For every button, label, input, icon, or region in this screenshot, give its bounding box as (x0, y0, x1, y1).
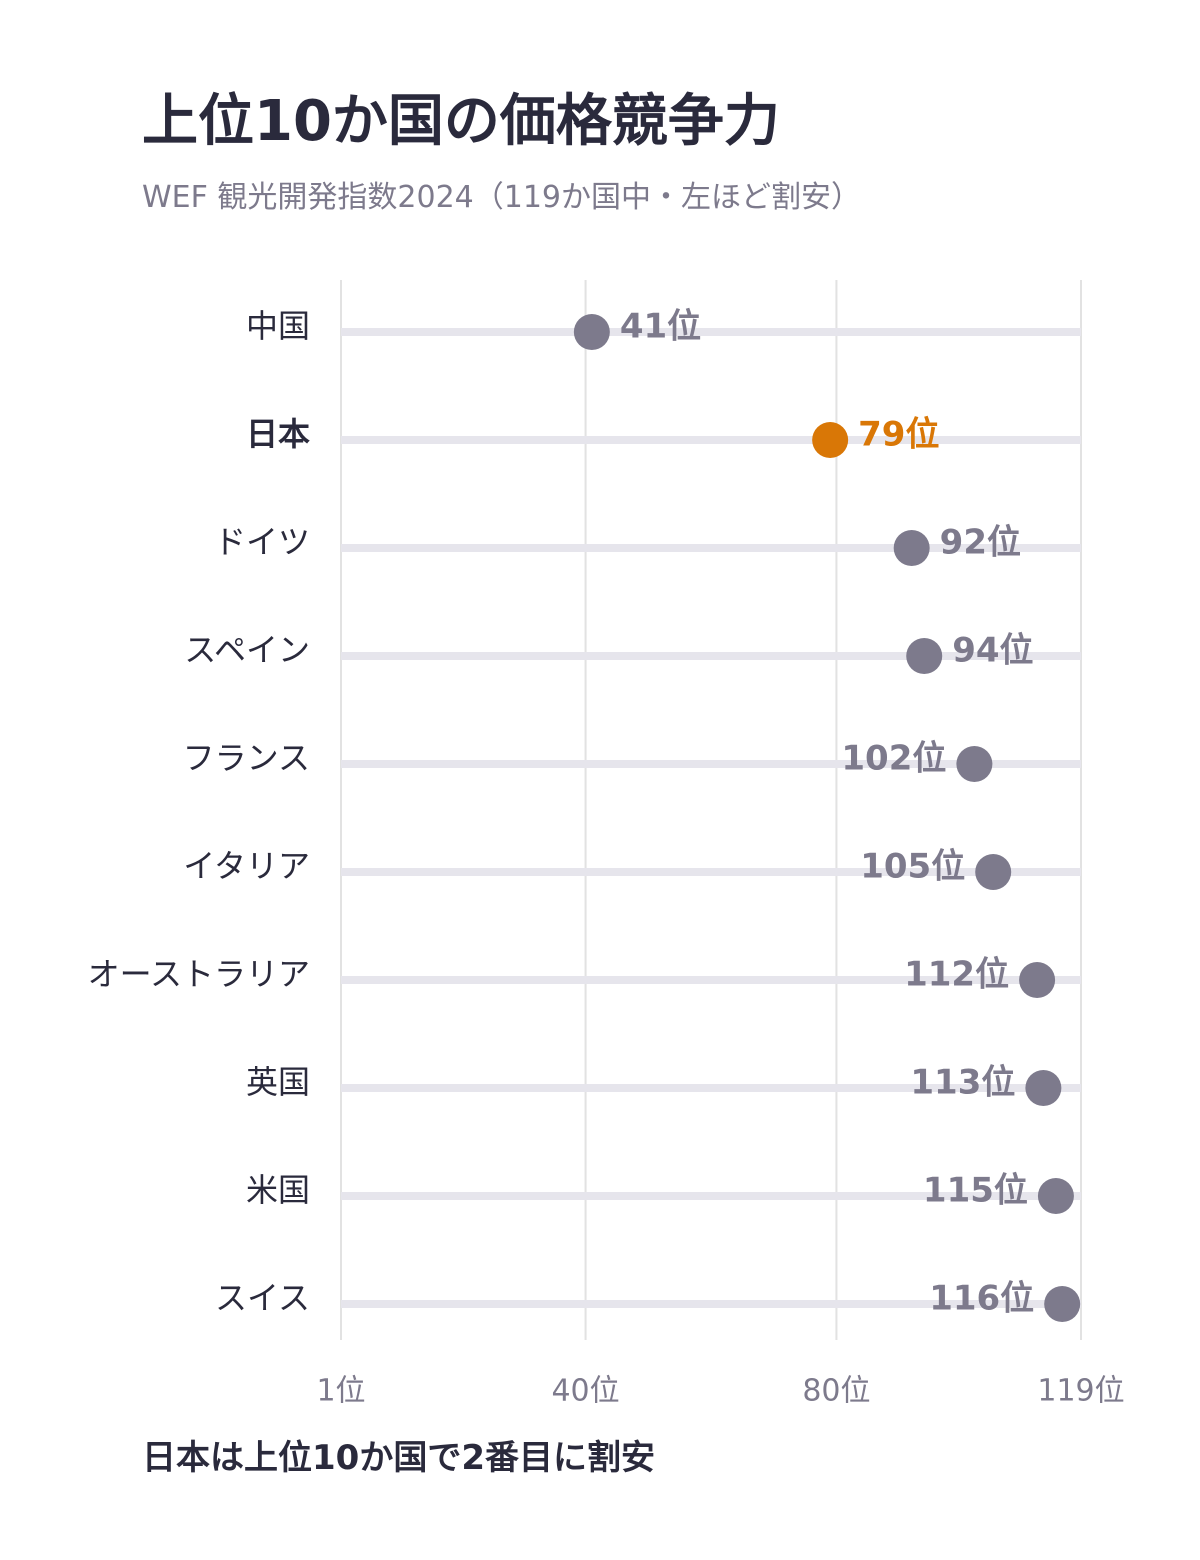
category-label: ドイツ (214, 523, 310, 561)
category-label: イタリア (183, 847, 310, 885)
value-label: 115位 (923, 1171, 1028, 1211)
value-label: 116位 (929, 1279, 1034, 1319)
value-label: 102位 (841, 739, 946, 779)
category-label: フランス (183, 739, 310, 777)
category-label: スイス (215, 1279, 310, 1317)
data-dot (573, 314, 610, 350)
track-layer (341, 328, 1081, 1308)
data-dot (893, 530, 930, 566)
value-label: 92位 (940, 523, 1021, 563)
value-label: 94位 (952, 631, 1033, 671)
value-label: 79位 (858, 415, 939, 455)
chart-subtitle: WEF 観光開発指数2024（119か国中・左ほど割安） (142, 180, 862, 215)
category-label: 日本 (246, 415, 310, 453)
value-label: 113位 (910, 1063, 1015, 1103)
category-label: 中国 (246, 307, 310, 345)
data-dot (956, 746, 993, 782)
category-label: 米国 (246, 1171, 310, 1209)
x-tick-label: 40位 (551, 1374, 619, 1409)
data-dot (975, 854, 1012, 890)
x-tick-label: 1位 (316, 1374, 365, 1409)
value-label: 41位 (620, 307, 701, 347)
data-dot (1019, 962, 1056, 998)
dot-layer (573, 314, 1081, 1322)
data-dot (1044, 1286, 1081, 1322)
x-tick-label: 80位 (802, 1374, 870, 1409)
x-tick-label: 119位 (1037, 1374, 1124, 1409)
value-label: 105位 (860, 847, 965, 887)
grid-layer (340, 280, 1082, 1340)
chart-title: 上位10か国の価格競争力 (142, 89, 780, 154)
footnote: 日本は上位10か国で2番目に割安 (142, 1438, 655, 1478)
category-label: 英国 (246, 1063, 310, 1101)
data-dot (906, 638, 943, 674)
data-dot (1037, 1178, 1074, 1214)
value-label: 112位 (904, 955, 1009, 995)
category-label: スペイン (184, 631, 310, 669)
data-dot (1025, 1070, 1062, 1106)
category-label: オーストラリア (88, 955, 310, 993)
highlight-dot (812, 422, 849, 458)
